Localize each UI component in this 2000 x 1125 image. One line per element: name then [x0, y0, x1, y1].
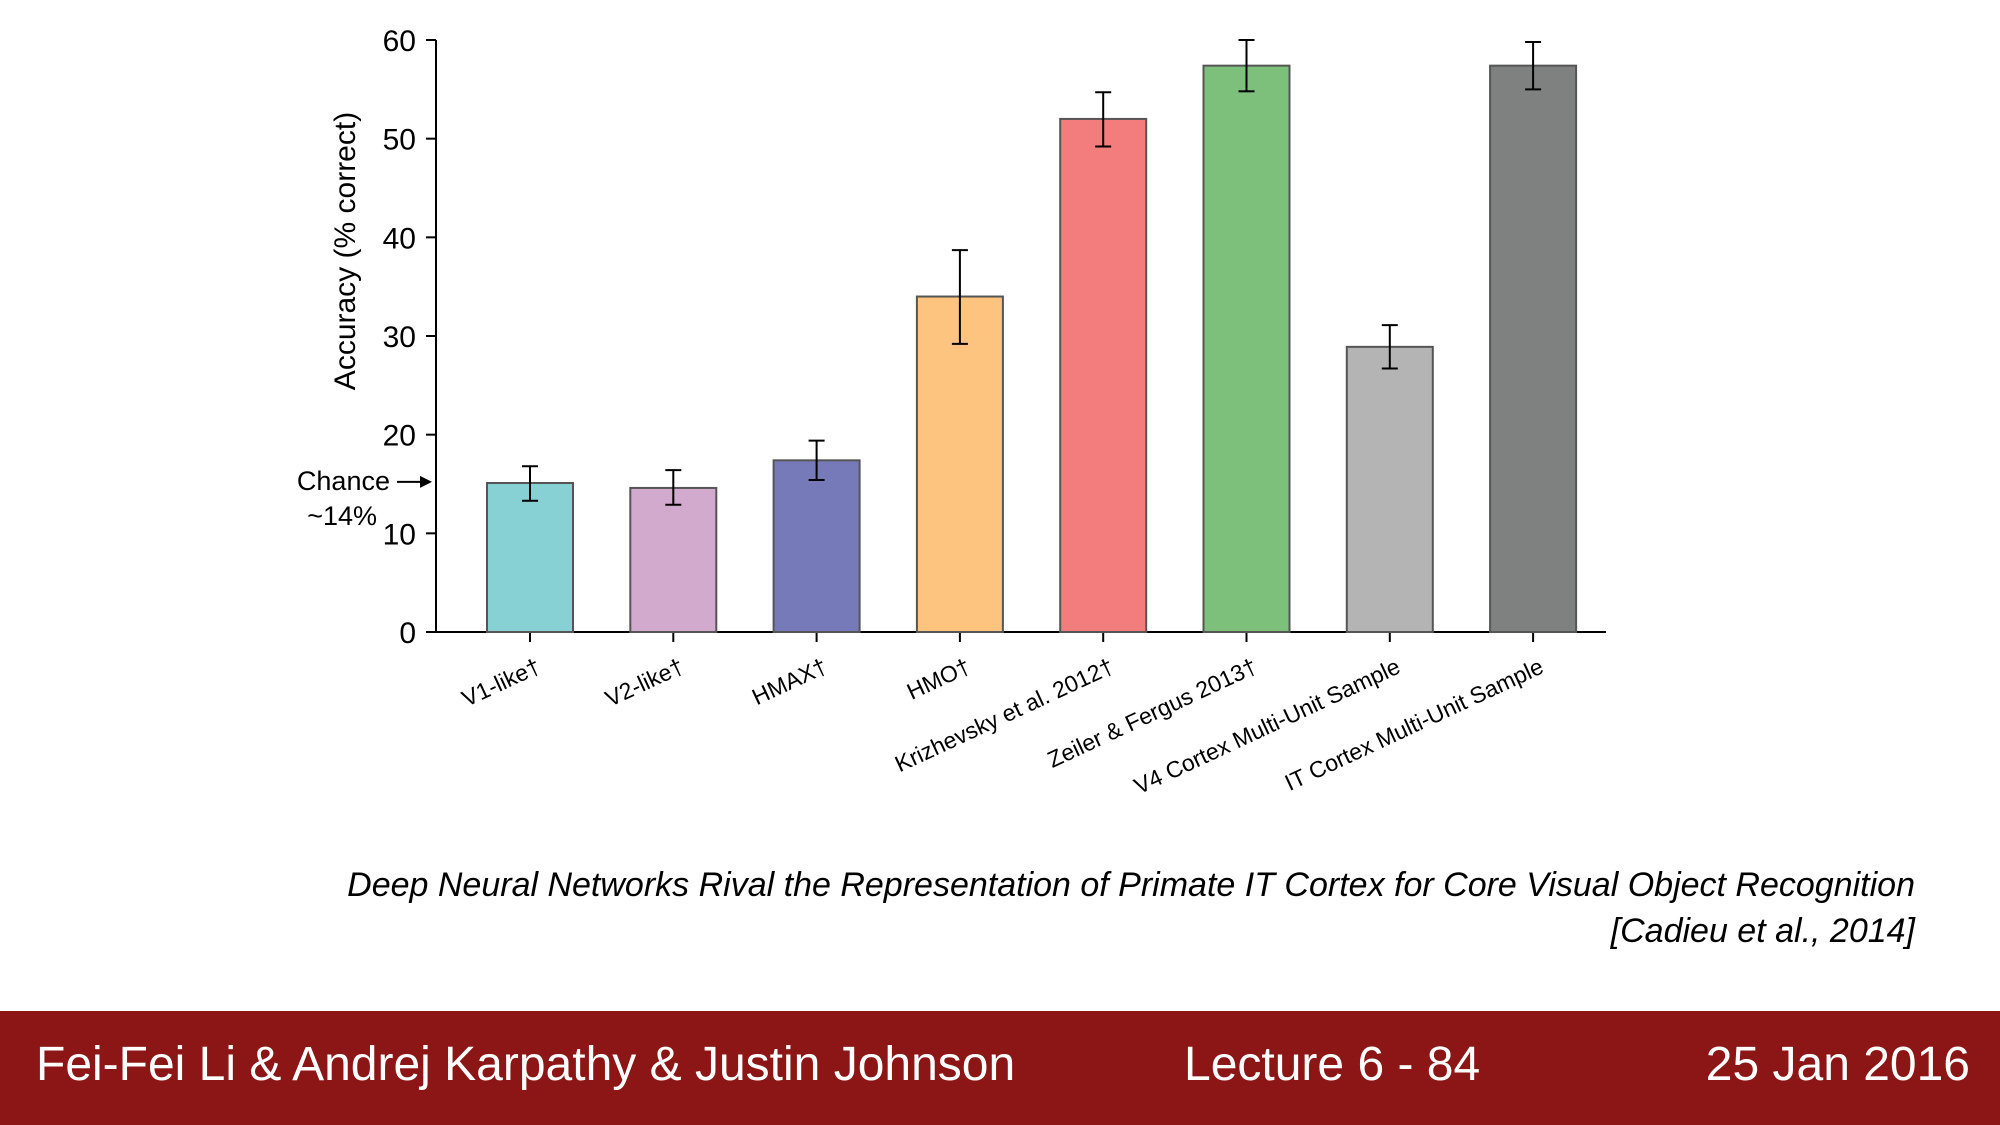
y-tick-label: 10 — [383, 518, 416, 551]
category-labels: V1-like† V2-like† HMAX† HMO†Krizhevsky et a… — [458, 653, 1547, 799]
figure-caption: Deep Neural Networks Rival the Represent… — [347, 862, 1915, 954]
category-label: V1-like† — [458, 653, 544, 712]
y-tick-label: 50 — [383, 124, 416, 157]
category-label: HMO† — [903, 653, 974, 705]
y-tick-label: 30 — [383, 321, 416, 354]
chance-value-label: ~14% — [307, 501, 377, 531]
caption-citation: [Cadieu et al., 2014] — [1610, 912, 1915, 950]
y-tick-label: 0 — [399, 617, 416, 650]
bar — [629, 486, 718, 633]
y-axis-label: Accuracy (% correct) — [329, 112, 362, 390]
bar — [1489, 64, 1578, 634]
category-label: HMAX† — [748, 653, 831, 710]
error-bars — [522, 39, 1542, 506]
bar-chart: 0 10 20 30 40 50 60 Accuracy (% correct) V1-lik… — [297, 25, 1606, 799]
bar — [772, 459, 861, 633]
category-label: V2-like† — [601, 653, 687, 712]
bar — [1202, 64, 1291, 634]
bar — [1345, 345, 1434, 633]
bar — [1059, 117, 1148, 633]
axes: 0 10 20 30 40 50 60 Accuracy (% correct) — [329, 25, 1606, 650]
chance-arrow-head — [420, 475, 432, 488]
footer-date: 25 Jan 2016 — [1705, 1038, 1970, 1091]
y-tick-label: 60 — [383, 25, 416, 58]
bar — [486, 482, 574, 633]
footer-lecture-number: Lecture 6 - 84 — [1184, 1038, 1481, 1091]
chance-label: Chance — [297, 466, 390, 496]
bar — [915, 295, 1004, 633]
y-tick-label: 20 — [383, 420, 416, 453]
category-label: IT Cortex Multi-Unit Sample — [1281, 653, 1548, 796]
bars — [486, 64, 1578, 634]
y-tick-label: 40 — [383, 222, 416, 255]
footer-authors: Fei-Fei Li & Andrej Karpathy & Justin Jo… — [36, 1038, 1016, 1091]
chance-annotation: Chance ~14% — [297, 466, 432, 531]
caption-title: Deep Neural Networks Rival the Represent… — [347, 866, 1915, 904]
category-label: V4 Cortex Multi-Unit Sample — [1130, 653, 1404, 799]
slide-footer: Fei-Fei Li & Andrej Karpathy & Justin Jo… — [0, 1011, 2000, 1125]
